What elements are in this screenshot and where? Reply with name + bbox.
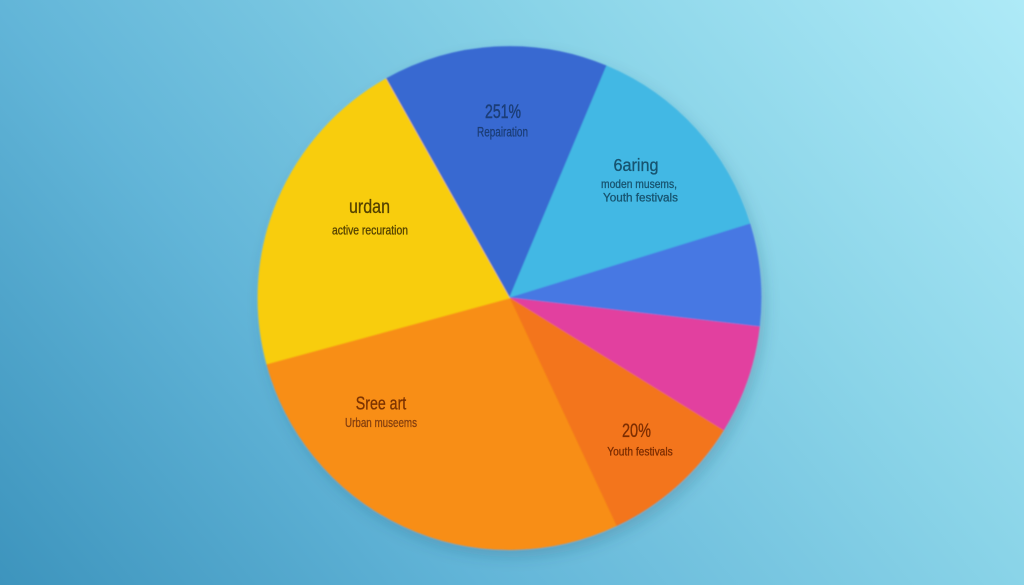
svg-text:Urban museems: Urban museems [345, 416, 417, 430]
svg-text:20%: 20% [622, 421, 651, 442]
svg-text:Youth festivals: Youth festivals [603, 191, 678, 205]
svg-text:urdan: urdan [349, 197, 390, 218]
svg-text:251%: 251% [485, 102, 521, 123]
svg-text:active recuration: active recuration [332, 224, 408, 238]
svg-text:Repairation: Repairation [477, 125, 528, 140]
svg-text:6aring: 6aring [614, 155, 659, 175]
svg-text:moden musems,: moden musems, [601, 177, 677, 191]
svg-text:Youth festivals: Youth festivals [607, 445, 673, 459]
svg-text:Sree art: Sree art [356, 393, 407, 414]
